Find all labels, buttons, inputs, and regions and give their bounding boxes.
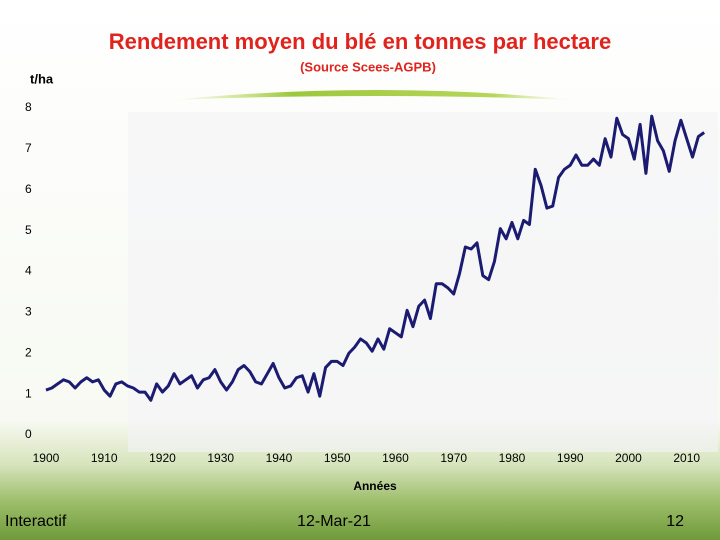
y-tick-label: 3: [25, 305, 32, 319]
y-tick-label: 7: [25, 141, 32, 155]
y-axis-label: t/ha: [30, 71, 54, 86]
y-tick-label: 4: [25, 264, 32, 278]
x-tick-label: 1910: [91, 451, 118, 465]
x-tick-label: 2000: [615, 451, 642, 465]
x-tick-label: 1950: [324, 451, 351, 465]
x-tick-label: 1920: [149, 451, 176, 465]
x-tick-label: 1990: [557, 451, 584, 465]
x-axis-label: Années: [353, 479, 397, 493]
x-tick-label: 2010: [673, 451, 700, 465]
y-tick-label: 6: [25, 182, 32, 196]
footer-left: Interactif: [5, 513, 67, 530]
decor-swoosh: [170, 90, 575, 100]
x-tick-label: 1980: [499, 451, 526, 465]
plot-backdrop: [128, 112, 718, 452]
y-tick-label: 2: [25, 345, 32, 359]
footer-center: 12-Mar-21: [297, 513, 371, 530]
x-tick-label: 1940: [266, 451, 293, 465]
y-tick-label: 0: [25, 427, 32, 441]
footer-right: 12: [666, 513, 684, 530]
data-line: [45, 114, 706, 402]
x-tick-label: 1930: [207, 451, 234, 465]
x-tick-label: 1900: [33, 451, 60, 465]
x-tick-label: 1960: [382, 451, 409, 465]
x-tick-label: 1970: [440, 451, 467, 465]
chart-title: Rendement moyen du blé en tonnes par hec…: [109, 29, 611, 54]
y-tick-label: 8: [25, 100, 32, 114]
y-tick-label: 5: [25, 223, 32, 237]
chart-subtitle: (Source Scees-AGPB): [300, 59, 436, 74]
y-tick-label: 1: [25, 386, 32, 400]
